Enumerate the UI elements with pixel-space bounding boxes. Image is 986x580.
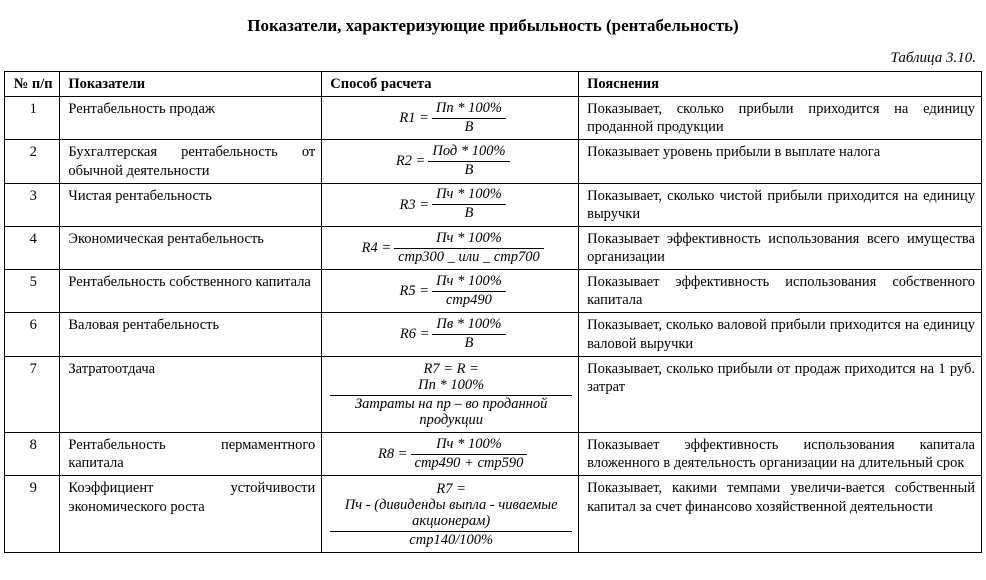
table-row: 5Рентабельность собственного капиталаR5 … [5, 270, 982, 313]
cell-num: 3 [5, 183, 60, 226]
col-header-num: № п/п [5, 72, 60, 97]
fraction-denominator: стр490 + стр590 [411, 455, 528, 472]
table-row: 7ЗатратоотдачаR7 = R =Пп * 100%Затраты н… [5, 356, 982, 433]
cell-formula: R7 = R =Пп * 100%Затраты на пр – во прод… [322, 356, 579, 433]
fraction-numerator: Пч - (дивиденды выпла - чиваемые акционе… [330, 498, 572, 532]
fraction-numerator: Пч * 100% [432, 274, 506, 292]
formula-lhs: R7 = [433, 480, 469, 498]
fraction-denominator: В [428, 162, 509, 179]
fraction-denominator: В [432, 335, 505, 352]
fraction-denominator: Затраты на пр – во проданной продукции [330, 396, 572, 429]
fraction-numerator: Пч * 100% [394, 231, 544, 249]
formula-lhs: R8 = [375, 445, 411, 463]
cell-num: 5 [5, 270, 60, 313]
formula-lhs: R4 = [359, 239, 395, 257]
formula-fraction: Пч * 100%стр490 [432, 274, 506, 309]
cell-num: 6 [5, 313, 60, 356]
formula-lhs: R5 = [397, 282, 433, 300]
cell-formula: R7 =Пч - (дивиденды выпла - чиваемые акц… [322, 476, 579, 553]
cell-explanation: Показывает уровень прибыли в выплате нал… [579, 140, 982, 183]
table-row: 3Чистая рентабельностьR3 =Пч * 100%ВПока… [5, 183, 982, 226]
cell-indicator: Экономическая рентабельность [60, 226, 322, 269]
cell-indicator: Коэффициент устойчивости экономического … [60, 476, 322, 553]
fraction-denominator: стр490 [432, 292, 506, 309]
cell-num: 7 [5, 356, 60, 433]
formula-fraction: Пч * 100%В [432, 187, 506, 222]
col-header-method: Способ расчета [322, 72, 579, 97]
fraction-denominator: стр140/100% [330, 532, 572, 549]
cell-formula: R5 =Пч * 100%стр490 [322, 270, 579, 313]
formula-fraction: Под * 100%В [428, 144, 509, 179]
formula-fraction: Пп * 100%Затраты на пр – во проданной пр… [330, 378, 572, 429]
cell-explanation: Показывает, сколько прибыли от продаж пр… [579, 356, 982, 433]
cell-indicator: Рентабельность пермаментного капитала [60, 433, 322, 476]
formula-fraction: Пв * 100%В [432, 317, 505, 352]
formula-fraction: Пп * 100%В [432, 101, 506, 136]
formula-lhs: R7 = R = [420, 360, 481, 378]
cell-num: 8 [5, 433, 60, 476]
cell-formula: R4 =Пч * 100%стр300 _ или _ стр700 [322, 226, 579, 269]
cell-indicator: Затратоотдача [60, 356, 322, 433]
cell-formula: R2 =Под * 100%В [322, 140, 579, 183]
fraction-numerator: Пч * 100% [432, 187, 506, 205]
formula-lhs: R3 = [397, 196, 433, 214]
table-row: 6Валовая рентабельностьR6 =Пв * 100%ВПок… [5, 313, 982, 356]
page-title: Показатели, характеризующие прибыльность… [4, 16, 982, 36]
formula-fraction: Пч - (дивиденды выпла - чиваемые акционе… [330, 498, 572, 549]
cell-num: 1 [5, 97, 60, 140]
cell-explanation: Показывает эффективность использования в… [579, 226, 982, 269]
table-caption: Таблица 3.10. [4, 50, 976, 67]
cell-explanation: Показывает, сколько чистой прибыли прихо… [579, 183, 982, 226]
cell-num: 2 [5, 140, 60, 183]
formula-fraction: Пч * 100%стр490 + стр590 [411, 437, 528, 472]
fraction-numerator: Пп * 100% [432, 101, 506, 119]
cell-formula: R3 =Пч * 100%В [322, 183, 579, 226]
fraction-numerator: Пв * 100% [432, 317, 505, 335]
formula-fraction: Пч * 100%стр300 _ или _ стр700 [394, 231, 544, 266]
fraction-numerator: Под * 100% [428, 144, 509, 162]
table-row: 9Коэффициент устойчивости экономического… [5, 476, 982, 553]
cell-explanation: Показывает, сколько валовой прибыли прих… [579, 313, 982, 356]
cell-num: 4 [5, 226, 60, 269]
table-header-row: № п/п Показатели Способ расчета Пояснени… [5, 72, 982, 97]
cell-explanation: Показывает, сколько прибыли приходится н… [579, 97, 982, 140]
col-header-expl: Пояснения [579, 72, 982, 97]
table-row: 2Бухгалтерская рентабельность от обычной… [5, 140, 982, 183]
formula-lhs: R6 = [397, 325, 433, 343]
profitability-table: № п/п Показатели Способ расчета Пояснени… [4, 71, 982, 553]
fraction-denominator: В [432, 119, 506, 136]
cell-indicator: Рентабельность продаж [60, 97, 322, 140]
table-row: 8Рентабельность пермаментного капиталаR8… [5, 433, 982, 476]
cell-formula: R8 =Пч * 100%стр490 + стр590 [322, 433, 579, 476]
cell-explanation: Показывает, какими темпами увеличи-ваетс… [579, 476, 982, 553]
fraction-denominator: В [432, 205, 506, 222]
cell-formula: R6 =Пв * 100%В [322, 313, 579, 356]
cell-indicator: Рентабельность собственного капитала [60, 270, 322, 313]
formula-lhs: R2 = [393, 152, 429, 170]
formula-lhs: R1 = [396, 109, 432, 127]
table-row: 4Экономическая рентабельностьR4 =Пч * 10… [5, 226, 982, 269]
cell-indicator: Бухгалтерская рентабельность от обычной … [60, 140, 322, 183]
cell-indicator: Чистая рентабельность [60, 183, 322, 226]
cell-indicator: Валовая рентабельность [60, 313, 322, 356]
fraction-numerator: Пч * 100% [411, 437, 528, 455]
cell-explanation: Показывает эффективность использования к… [579, 433, 982, 476]
fraction-denominator: стр300 _ или _ стр700 [394, 249, 544, 266]
cell-num: 9 [5, 476, 60, 553]
table-row: 1Рентабельность продажR1 =Пп * 100%ВПока… [5, 97, 982, 140]
fraction-numerator: Пп * 100% [330, 378, 572, 396]
cell-explanation: Показывает эффективность использования с… [579, 270, 982, 313]
col-header-indicator: Показатели [60, 72, 322, 97]
cell-formula: R1 =Пп * 100%В [322, 97, 579, 140]
